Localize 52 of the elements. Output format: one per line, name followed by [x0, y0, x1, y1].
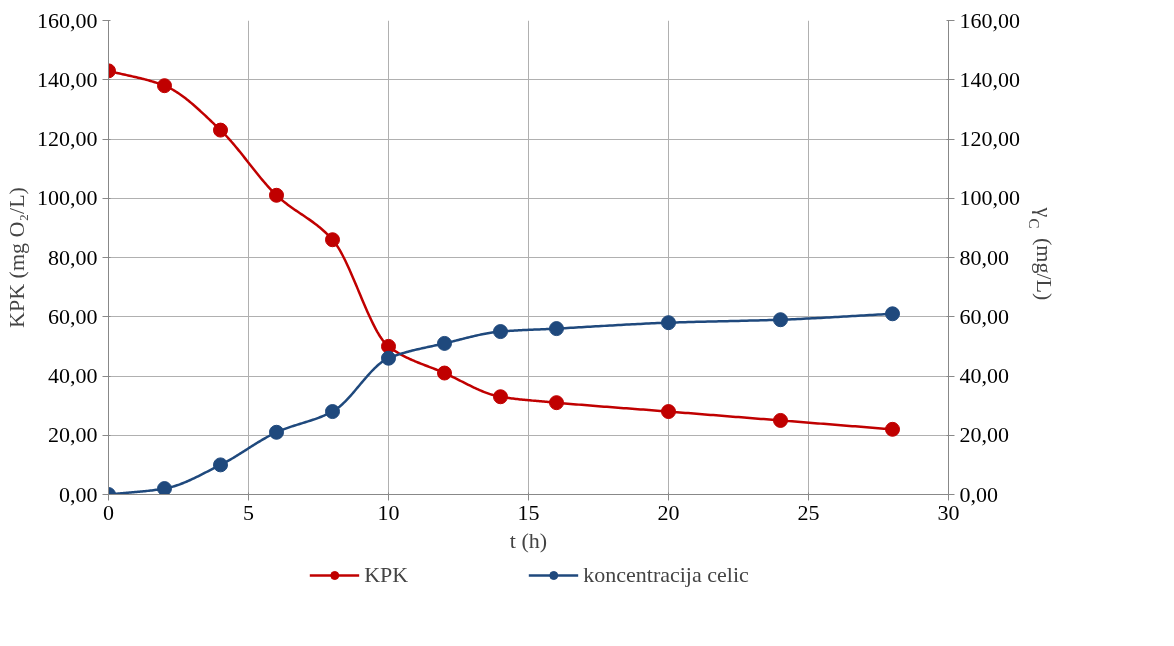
point [157, 481, 172, 495]
y-tick-label: 0,00 [59, 481, 98, 507]
y2-tick-label: 40,00 [959, 363, 1009, 388]
y-tick-label: 120,00 [37, 126, 98, 151]
y-tick-label: 60,00 [48, 303, 98, 329]
legend-label: KPK [364, 562, 409, 588]
x-tick-label: 20 [657, 499, 680, 525]
x-tick-label: 15 [517, 499, 540, 525]
point [157, 78, 172, 94]
point [549, 321, 564, 337]
point [549, 395, 564, 411]
x-tick-label: 25 [797, 499, 820, 525]
point [381, 350, 396, 366]
y2-tick-label: 0,00 [959, 481, 998, 507]
point [493, 324, 508, 340]
y2-tick-label: 160,00 [959, 7, 1020, 33]
y2-tick-label: 100,00 [959, 185, 1020, 211]
point [213, 457, 228, 473]
x-tick-label: 5 [243, 499, 254, 525]
y2-tick-label: 60,00 [959, 303, 1009, 329]
y2-tick-label: 120,00 [959, 126, 1020, 151]
point [493, 389, 508, 405]
y-tick-label: 140,00 [37, 66, 98, 92]
point [213, 122, 228, 138]
y-tick-label: 80,00 [48, 244, 98, 270]
x-tick-label: 0 [103, 499, 114, 525]
y-tick-label: 100,00 [37, 185, 98, 211]
x-tick-label: 30 [937, 499, 960, 525]
point [661, 315, 676, 331]
point [437, 335, 452, 351]
point [661, 404, 676, 420]
point [381, 338, 396, 354]
point [269, 187, 284, 203]
x-tick-label: 10 [377, 499, 400, 525]
point [773, 312, 788, 328]
y-tick-label: 160,00 [37, 7, 98, 33]
point [325, 232, 340, 248]
point [269, 424, 284, 440]
x-axis-title: t (h) [509, 527, 548, 553]
y2-axis-title: γC (mg/L) [1025, 206, 1057, 301]
y2-tick-label: 140,00 [959, 66, 1020, 92]
point [885, 421, 900, 437]
y2-tick-label: 20,00 [959, 422, 1009, 448]
y-tick-label: 20,00 [48, 422, 98, 448]
point [325, 404, 340, 420]
y2-tick-label: 80,00 [959, 244, 1009, 270]
point [437, 365, 452, 381]
point [773, 412, 788, 428]
point [885, 306, 900, 322]
y-tick-label: 40,00 [48, 363, 98, 388]
y-axis-title: KPK (mg O₂/L) [4, 187, 29, 328]
legend-label: koncentracija celic [583, 562, 749, 588]
